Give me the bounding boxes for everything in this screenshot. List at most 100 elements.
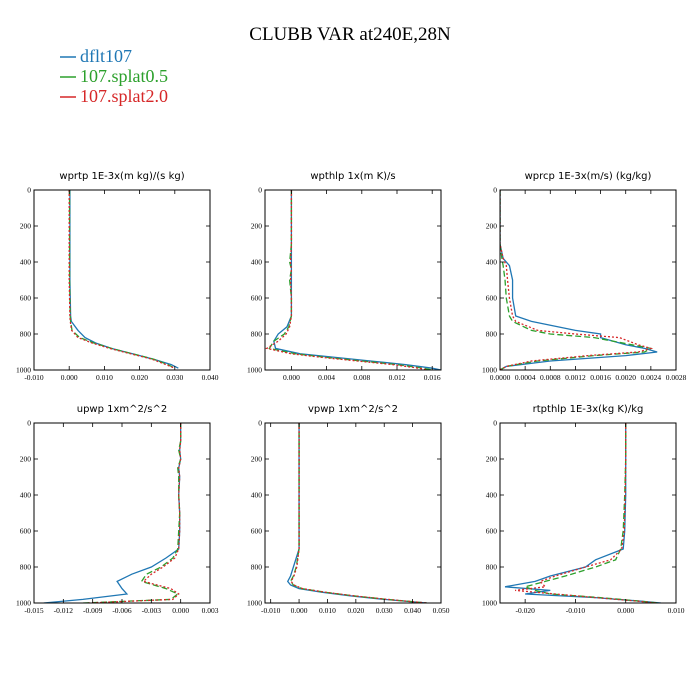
y-tick-label: 200	[486, 222, 498, 231]
x-tick-label: -0.010	[261, 606, 281, 615]
y-tick-label: 800	[486, 330, 498, 339]
x-tick-label: 0.0000	[490, 373, 511, 382]
series-line-107.splat0.5	[289, 423, 427, 603]
panel-4: upwp 1xm^2/s^2 0 200 400 600 800 1000-0.015 -0.…	[16, 404, 219, 615]
y-tick-label: 400	[251, 491, 263, 500]
y-tick-label: 1000	[482, 366, 497, 375]
y-tick-label: 200	[20, 455, 32, 464]
x-tick-label: 0.000	[283, 373, 300, 382]
x-tick-label: -0.012	[54, 606, 74, 615]
y-tick-label: 400	[20, 258, 32, 267]
panel-2: wpthlp 1x(m K)/s 0 200 400 600 800 1000 0.000 0.…	[247, 171, 442, 382]
y-tick-label: 600	[486, 527, 498, 536]
x-tick-label: -0.010	[566, 606, 586, 615]
y-tick-label: 200	[20, 222, 32, 231]
panel-6: rtpthlp 1E-3x(kg K)/kg 0 200 400 600 800 1000 -…	[482, 404, 685, 615]
y-tick-label: 600	[251, 294, 263, 303]
x-tick-label: 0.040	[202, 373, 219, 382]
figure-title: CLUBB VAR at240E,28N	[249, 24, 451, 45]
x-tick-label: 0.040	[404, 606, 421, 615]
panel-title: vpwp 1xm^2/s^2	[308, 404, 398, 415]
legend-item: dflt107	[60, 46, 132, 66]
y-tick-label: 0	[27, 186, 31, 195]
plot-frame	[499, 422, 677, 604]
series-line-107.splat2.0	[87, 423, 182, 603]
x-tick-label: 0.0004	[515, 373, 536, 382]
series-line-dflt107	[504, 423, 661, 603]
x-tick-label: 0.050	[433, 606, 450, 615]
y-tick-label: 200	[251, 222, 263, 231]
y-tick-label: 800	[486, 563, 498, 572]
plot-frame	[264, 189, 442, 371]
series-line-dflt107	[43, 423, 182, 603]
x-tick-label: -0.003	[142, 606, 162, 615]
panel-3: wprcp 1E-3x(m/s) (kg/kg) 0 200 400 600 800 100…	[482, 171, 687, 382]
x-tick-label: -0.020	[515, 606, 535, 615]
x-tick-label: 0.010	[668, 606, 685, 615]
y-tick-label: 0	[27, 419, 31, 428]
x-tick-label: 0.020	[347, 606, 364, 615]
series-line-dflt107	[500, 190, 658, 370]
panel-title: wprcp 1E-3x(m/s) (kg/kg)	[525, 171, 652, 182]
y-tick-label: 1000	[247, 599, 262, 608]
y-tick-label: 200	[251, 455, 263, 464]
series-line-107.splat0.5	[68, 190, 176, 369]
legend-label: dflt107	[80, 46, 132, 66]
x-tick-label: 0.0024	[641, 373, 662, 382]
legend-item: 107.splat0.5	[60, 66, 168, 86]
x-tick-label: 0.003	[202, 606, 219, 615]
y-tick-label: 1000	[247, 366, 262, 375]
panel-title: rtpthlp 1E-3x(kg K)/kg	[533, 404, 644, 415]
x-tick-label: 0.000	[617, 606, 634, 615]
series-line-107.splat0.5	[268, 190, 433, 370]
x-tick-label: 0.0020	[615, 373, 636, 382]
plot-frame	[33, 189, 211, 371]
x-tick-label: -0.010	[24, 373, 44, 382]
panel-title: upwp 1xm^2/s^2	[77, 404, 167, 415]
y-tick-label: 0	[493, 186, 497, 195]
x-tick-label: 0.020	[131, 373, 148, 382]
series-line-dflt107	[273, 190, 441, 370]
x-tick-label: 0.000	[291, 606, 308, 615]
series-line-107.splat0.5	[500, 190, 653, 370]
x-tick-label: 0.004	[318, 373, 335, 382]
series-line-dflt107	[286, 423, 427, 603]
series-line-107.splat2.0	[515, 423, 656, 603]
x-tick-label: -0.009	[83, 606, 103, 615]
legend-label: 107.splat2.0	[80, 86, 168, 106]
x-tick-label: 0.010	[96, 373, 113, 382]
panel-title: wprtp 1E-3x(m kg)/(s kg)	[59, 171, 184, 182]
y-tick-label: 800	[251, 563, 263, 572]
x-tick-label: 0.0016	[590, 373, 611, 382]
series-line-107.splat0.5	[522, 423, 659, 603]
series-line-107.splat2.0	[265, 190, 428, 370]
panel-5: vpwp 1xm^2/s^2 0 200 400 600 800 1000-0.010 0.0…	[247, 404, 450, 615]
x-tick-label: 0.0008	[540, 373, 561, 382]
x-tick-label: 0.010	[319, 606, 336, 615]
x-tick-label: 0.0028	[666, 373, 687, 382]
series-line-107.splat2.0	[68, 190, 176, 369]
x-tick-label: 0.012	[389, 373, 406, 382]
x-tick-label: -0.015	[24, 606, 44, 615]
legend-item: 107.splat2.0	[60, 86, 168, 106]
series-line-107.splat2.0	[290, 423, 427, 603]
y-tick-label: 0	[258, 186, 262, 195]
y-tick-label: 400	[251, 258, 263, 267]
plot-frame	[499, 189, 677, 371]
y-tick-label: 400	[486, 258, 498, 267]
x-tick-label: 0.0012	[565, 373, 586, 382]
x-tick-label: 0.000	[61, 373, 78, 382]
y-tick-label: 0	[258, 419, 262, 428]
plot-frame	[33, 422, 211, 604]
y-tick-label: 800	[20, 330, 32, 339]
x-tick-label: 0.000	[172, 606, 189, 615]
x-tick-label: 0.030	[376, 606, 393, 615]
x-tick-label: 0.008	[353, 373, 370, 382]
series-line-107.splat2.0	[500, 190, 654, 370]
y-tick-label: 0	[493, 419, 497, 428]
y-tick-label: 600	[20, 294, 32, 303]
x-tick-label: 0.030	[166, 373, 183, 382]
plot-frame	[264, 422, 442, 604]
